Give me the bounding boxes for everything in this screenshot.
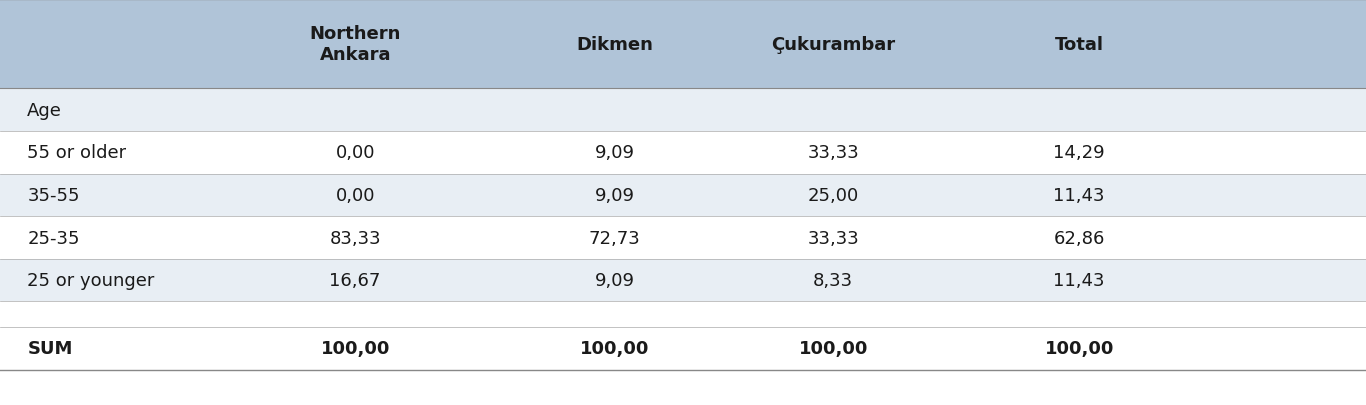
Text: 14,29: 14,29 [1053,144,1105,162]
Bar [0,327,1366,370]
Text: 33,33: 33,33 [807,144,859,162]
Text: Total: Total [1055,36,1104,53]
Bar [0,174,1366,217]
Text: 11,43: 11,43 [1053,271,1105,290]
Text: 25,00: 25,00 [807,186,859,205]
Text: 35-55: 35-55 [27,186,79,205]
Text: Çukurambar: Çukurambar [772,36,895,53]
Text: 25-35: 25-35 [27,229,79,247]
Text: 100,00: 100,00 [321,339,389,358]
Text: 9,09: 9,09 [594,144,635,162]
Text: SUM: SUM [27,339,72,358]
Text: 100,00: 100,00 [581,339,649,358]
Text: 100,00: 100,00 [799,339,867,358]
Text: 8,33: 8,33 [813,271,854,290]
Text: Dikmen: Dikmen [576,36,653,53]
Text: 55 or older: 55 or older [27,144,127,162]
Bar [0,132,1366,174]
Text: 11,43: 11,43 [1053,186,1105,205]
Text: 72,73: 72,73 [589,229,641,247]
Text: 33,33: 33,33 [807,229,859,247]
Bar [0,259,1366,302]
Text: 100,00: 100,00 [1045,339,1113,358]
Text: 62,86: 62,86 [1053,229,1105,247]
Text: 9,09: 9,09 [594,271,635,290]
Bar [0,302,1366,327]
Bar [0,217,1366,259]
Text: 9,09: 9,09 [594,186,635,205]
Bar [0,0,1366,89]
Text: 83,33: 83,33 [329,229,381,247]
Text: 0,00: 0,00 [336,144,374,162]
Text: 25 or younger: 25 or younger [27,271,154,290]
Text: Age: Age [27,101,63,119]
Text: 0,00: 0,00 [336,186,374,205]
Text: 16,67: 16,67 [329,271,381,290]
Text: Northern
Ankara: Northern Ankara [310,25,400,64]
Bar [0,89,1366,132]
